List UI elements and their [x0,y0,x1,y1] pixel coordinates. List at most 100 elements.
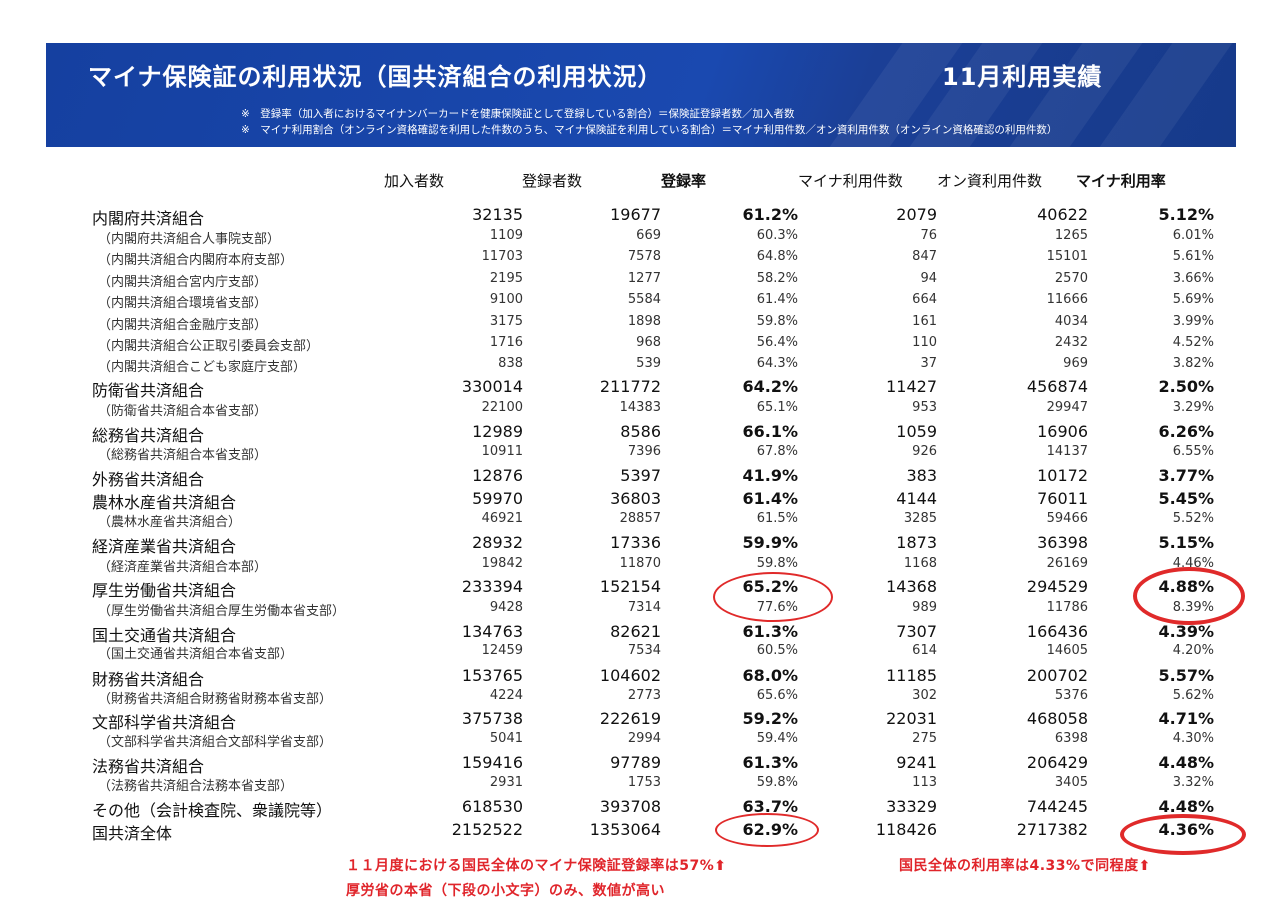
cell-myna-uses: 11185 [886,666,937,685]
cell-registered: 5397 [620,466,661,485]
row-name: その他（会計検査院、衆議院等） [92,801,333,820]
cell-members: 2195 [489,271,523,286]
cell-myna-uses: 161 [912,314,937,329]
cell-online-uses: 15101 [1046,249,1088,264]
cell-registered: 8586 [620,422,661,441]
cell-registered: 82621 [610,622,661,641]
cell-members: 838 [498,356,523,371]
cell-myna-usage-rate: 5.52% [1172,511,1214,526]
row-name: 厚生労働省共済組合 [92,581,237,600]
row-name: 財務省共済組合 [92,670,205,689]
cell-online-uses: 16906 [1037,422,1088,441]
row-name: 内閣府共済組合 [92,209,205,228]
row-name: （内閣共済組合宮内庁支部） [98,275,268,290]
cell-online-uses: 11666 [1046,292,1088,307]
cell-registered: 5584 [627,292,661,307]
cell-online-uses: 14605 [1046,643,1088,658]
cell-registration-rate: 59.2% [742,709,798,728]
annotation-national-registration: １１月度における国民全体のマイナ保険証登録率は57%⬆ [346,858,727,874]
note-usage-rate: ※ マイナ利用割合（オンライン資格確認を利用した件数のうち、マイナ保険証を利用し… [241,124,1058,136]
column-header-members: 加入者数 [384,172,445,190]
cell-online-uses: 294529 [1026,577,1088,596]
cell-registered: 11870 [619,556,661,571]
cell-registered: 968 [636,335,661,350]
cell-online-uses: 166436 [1026,622,1088,641]
cell-online-uses: 4034 [1054,314,1088,329]
row-name: （内閣府共済組合人事院支部） [98,232,281,247]
cell-myna-usage-rate: 3.66% [1172,271,1214,286]
cell-members: 2152522 [451,820,523,839]
cell-myna-uses: 614 [912,643,937,658]
column-header-online-uses: オン資利用件数 [937,172,1043,190]
cell-members: 3175 [489,314,523,329]
row-name: 国共済全体 [92,824,173,843]
cell-registration-rate: 59.4% [756,731,798,746]
row-name: （内閣共済組合こども家庭庁支部） [98,360,307,375]
cell-registered: 19677 [610,205,661,224]
cell-registered: 14383 [619,400,661,415]
cell-myna-usage-rate: 3.82% [1172,356,1214,371]
cell-myna-uses: 1873 [896,533,937,552]
cell-registered: 1353064 [589,820,661,839]
cell-registration-rate: 59.9% [742,533,798,552]
cell-registration-rate: 41.9% [742,466,798,485]
row-name: 国土交通省共済組合 [92,626,237,645]
cell-registered: 539 [636,356,661,371]
cell-myna-usage-rate: 4.71% [1158,709,1214,728]
cell-members: 28932 [472,533,523,552]
column-header-registered: 登録者数 [522,172,583,190]
cell-registered: 2773 [627,688,661,703]
cell-members: 46921 [481,511,523,526]
cell-members: 233394 [461,577,523,596]
cell-members: 9100 [489,292,523,307]
cell-online-uses: 744245 [1026,797,1088,816]
cell-myna-usage-rate: 4.30% [1172,731,1214,746]
cell-online-uses: 2570 [1054,271,1088,286]
annotation-national-usage: 国民全体の利用率は4.33%で同程度⬆ [899,858,1151,874]
cell-myna-uses: 664 [912,292,937,307]
column-header-myna-uses: マイナ利用件数 [798,172,903,190]
cell-myna-uses: 14368 [886,577,937,596]
cell-registration-rate: 61.2% [742,205,798,224]
row-name: 経済産業省共済組合 [92,537,237,556]
cell-members: 330014 [461,377,523,396]
column-header-registration-rate: 登録率 [661,172,707,190]
cell-registered: 7578 [627,249,661,264]
cell-members: 159416 [461,753,523,772]
cell-myna-uses: 33329 [886,797,937,816]
cell-members: 11703 [481,249,523,264]
cell-online-uses: 26169 [1046,556,1088,571]
cell-registration-rate: 61.3% [742,622,798,641]
cell-myna-uses: 37 [920,356,937,371]
row-name: （総務省共済組合本省支部） [98,448,268,463]
cell-online-uses: 456874 [1026,377,1088,396]
cell-myna-usage-rate: 4.39% [1158,622,1214,641]
row-name: （防衛省共済組合本省支部） [98,404,268,419]
cell-online-uses: 5376 [1054,688,1088,703]
cell-myna-uses: 989 [912,600,937,615]
highlight-circle-total-registration [715,813,819,847]
cell-registration-rate: 67.8% [756,444,798,459]
cell-myna-usage-rate: 5.61% [1172,249,1214,264]
cell-registration-rate: 59.8% [756,775,798,790]
row-name: 農林水産省共済組合 [92,493,237,512]
highlight-circle-total-usage [1120,814,1246,855]
cell-registered: 1277 [627,271,661,286]
row-name: （財務省共済組合財務省財務本省支部） [98,692,333,707]
cell-registered: 36803 [610,489,661,508]
cell-myna-usage-rate: 5.57% [1158,666,1214,685]
cell-myna-uses: 22031 [886,709,937,728]
cell-registration-rate: 59.8% [756,556,798,571]
cell-myna-uses: 76 [920,228,937,243]
cell-members: 1716 [489,335,523,350]
cell-myna-uses: 953 [912,400,937,415]
cell-myna-uses: 275 [912,731,937,746]
cell-myna-usage-rate: 5.69% [1172,292,1214,307]
cell-registration-rate: 58.2% [756,271,798,286]
cell-registration-rate: 64.2% [742,377,798,396]
row-name: （内閣共済組合金融庁支部） [98,318,268,333]
cell-myna-uses: 110 [912,335,937,350]
cell-myna-uses: 118426 [875,820,937,839]
cell-myna-usage-rate: 4.52% [1172,335,1214,350]
cell-registered: 97789 [610,753,661,772]
